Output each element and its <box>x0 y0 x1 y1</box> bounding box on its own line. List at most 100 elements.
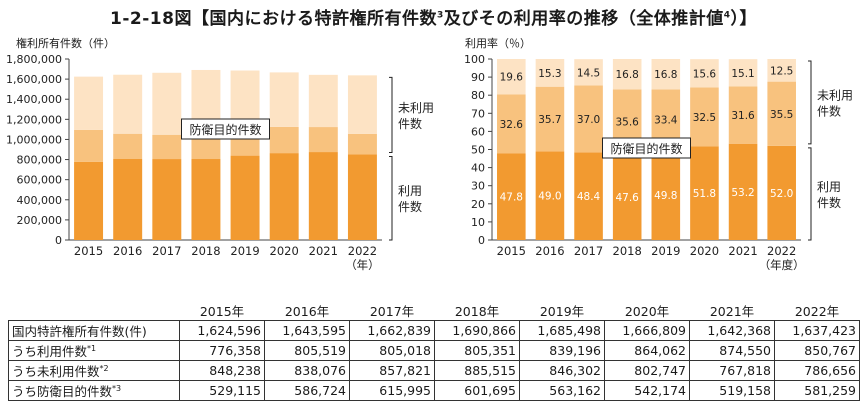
table-cell: 805,018 <box>349 340 435 361</box>
bar-segment <box>152 134 182 160</box>
bar-segment <box>728 143 758 240</box>
y-tick-label: 30 <box>471 180 485 193</box>
defense-callout-label: 防衛目的件数 <box>189 122 261 137</box>
table-cell: 1,685,498 <box>519 320 605 341</box>
data-label: 31.6 <box>731 110 755 122</box>
x-tick-label: 2017 <box>574 244 603 258</box>
bar-segment <box>651 59 681 90</box>
y-tick-label: 1,400,000 <box>6 93 62 106</box>
ownership-table: 2015年 2016年 2017年 2018年 2019年 2020年 2021年 2022年… <box>8 301 860 401</box>
table-corner <box>9 301 180 321</box>
bar-segment <box>230 70 260 128</box>
used-label: 件数 <box>398 199 422 214</box>
y-tick-label: 40 <box>471 162 485 175</box>
left-chart-ylabel: 権利所有件数（件） <box>16 37 115 50</box>
table-cell: 839,196 <box>519 340 605 361</box>
table-cell: 805,519 <box>264 340 350 361</box>
figure-title: 1-2-18図【国内における特許権所有件数3及びその利用率の推移（全体推計値4）… <box>110 9 757 29</box>
table-row-label: うち防衛目的件数*3 <box>8 380 180 401</box>
table-year-header: 2021年 <box>709 304 755 319</box>
table-cell: 1,666,809 <box>604 320 690 341</box>
x-tick-label: 2020 <box>270 244 299 258</box>
data-label: 32.5 <box>693 112 716 124</box>
x-tick-label: 2020 <box>690 244 719 258</box>
y-tick-label: 50 <box>471 144 485 157</box>
unused-label: 件数 <box>817 103 841 118</box>
table-cell: 1,643,595 <box>264 320 350 341</box>
x-tick-label: 2018 <box>191 244 220 258</box>
table-cell: 581,259 <box>774 380 860 401</box>
bar-segment <box>74 76 104 130</box>
x-tick-label: 2016 <box>113 244 142 258</box>
data-label: 14.5 <box>577 67 600 79</box>
bar-segment <box>497 59 526 95</box>
bar-segment <box>269 153 299 240</box>
table-cell: 615,995 <box>349 380 435 401</box>
bar-segment <box>191 159 221 240</box>
unused-label: 未利用 <box>817 88 853 102</box>
bar-segment <box>152 159 182 240</box>
y-tick-label: 20 <box>471 198 485 211</box>
table-cell: 874,550 <box>689 340 775 361</box>
table-cell: 767,818 <box>689 360 775 381</box>
bar-segment <box>535 151 565 240</box>
table-year-header: 2020年 <box>624 304 670 319</box>
utilization-rate-chart: 100908070605040302010047.832.619.6201549… <box>464 53 853 272</box>
table-cell: 850,767 <box>774 340 860 361</box>
bar-segment <box>308 152 338 240</box>
data-label: 49.8 <box>654 190 677 202</box>
x-axis-unit: （年度） <box>759 258 805 272</box>
table-cell: 1,662,839 <box>349 320 435 341</box>
used-label: 件数 <box>817 195 841 210</box>
unused-bracket <box>808 60 812 145</box>
y-tick-label: 90 <box>471 71 485 84</box>
bar-segment <box>269 126 299 154</box>
bar-segment <box>347 133 377 155</box>
data-label: 37.0 <box>577 114 600 126</box>
bar-segment <box>113 159 143 240</box>
bar-segment <box>612 59 642 90</box>
table-row: うち利用件数*1 776,358 805,519 805,018 805,351 839,… <box>8 340 860 361</box>
bar-segment <box>690 59 719 88</box>
unused-bracket <box>389 76 393 153</box>
bar-segment <box>535 86 565 152</box>
data-label: 49.0 <box>538 191 561 203</box>
right-chart-ylabel: 利用率（％） <box>465 37 531 50</box>
table-cell: 838,076 <box>264 360 350 381</box>
table-cell: 802,747 <box>604 360 690 381</box>
data-label: 47.6 <box>615 192 639 204</box>
bar-segment <box>574 85 603 153</box>
data-label: 16.8 <box>654 69 677 81</box>
y-tick-label: 1,200,000 <box>6 113 62 126</box>
table-year-header: 2019年 <box>539 304 585 319</box>
bar-segment <box>230 155 260 240</box>
y-tick-label: 60 <box>471 125 485 138</box>
y-tick-label: 800,000 <box>17 154 63 167</box>
bar-segment <box>113 133 143 160</box>
data-label: 16.8 <box>615 69 638 81</box>
table-row: うち防衛目的件数*3 529,115 586,724 615,995 601,695 56… <box>8 380 860 401</box>
table-cell: 848,238 <box>179 360 265 381</box>
data-label: 47.8 <box>500 192 523 204</box>
bar-segment <box>535 59 565 87</box>
ownership-count-chart: 1,800,000 1,600,000 1,400,000 1,200,000 1,00… <box>6 53 434 272</box>
bar-segment <box>651 149 681 240</box>
bar-segment <box>690 146 719 240</box>
table-cell: 776,358 <box>179 340 265 361</box>
bar-segment <box>308 74 338 128</box>
data-label: 53.2 <box>731 187 754 199</box>
x-tick-label: 2019 <box>230 244 259 258</box>
data-label: 19.6 <box>500 72 524 84</box>
used-bracket <box>808 147 812 241</box>
bar-segment <box>612 153 642 240</box>
table-cell: 1,690,866 <box>434 320 520 341</box>
y-tick-label: 600,000 <box>17 174 63 187</box>
data-label: 15.6 <box>693 68 717 80</box>
table-cell: 885,515 <box>434 360 520 381</box>
table-cell: 846,302 <box>519 360 605 381</box>
used-label: 利用 <box>398 184 422 198</box>
used-bracket <box>389 155 393 241</box>
bar-segment <box>574 152 603 240</box>
unused-label: 件数 <box>398 116 422 131</box>
x-axis-unit: （年） <box>345 258 380 272</box>
